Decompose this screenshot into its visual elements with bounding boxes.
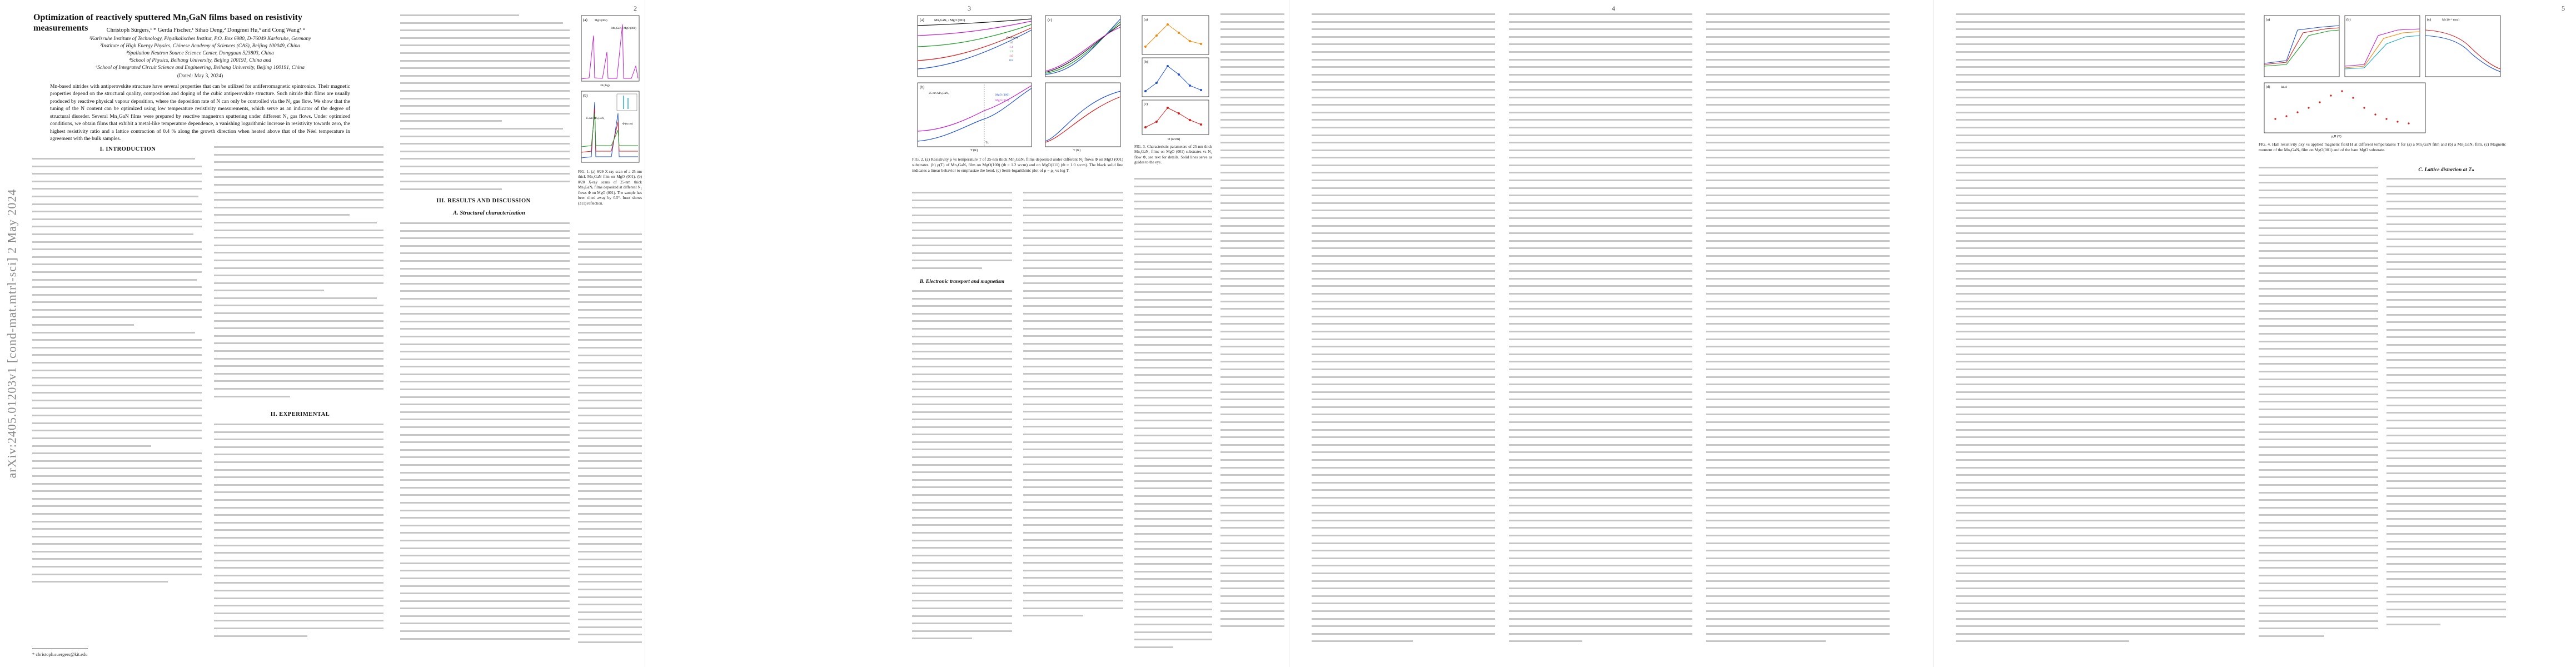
- fig4-c-label: M (10⁻⁴ emu): [2442, 18, 2459, 22]
- subsection-transport: B. Electronic transport and magnetism: [919, 279, 1005, 285]
- figure-3-canvas: (a) (b) (c) Φ (sccm): [1142, 15, 1209, 141]
- text-column-1c: [214, 424, 383, 643]
- fig2-legend-3: 1.2: [1009, 50, 1013, 53]
- affiliation-1: ¹Karlsruhe Institute of Technology, Phys…: [89, 36, 311, 42]
- figure-2-canvas: (a) Mn₃GaNₓ / MgO (001) Φ (sccm) 1.6 1.4…: [917, 15, 1032, 152]
- affiliation-5: ⁴School of Integrated Circuit Science an…: [95, 65, 305, 71]
- fig1-xlabel-a: 2θ (deg): [600, 84, 610, 87]
- fig1-flow-label: Φ (sccm): [622, 123, 633, 126]
- page-number-4: 4: [1612, 4, 1615, 12]
- text-column-2b: [400, 222, 570, 645]
- fig2-xlabel: T (K): [970, 148, 978, 152]
- dated-line: (Dated: May 3, 2024): [177, 73, 223, 79]
- fig2-legend-head: Φ (sccm): [1007, 36, 1018, 39]
- text-column-1a: [32, 158, 202, 589]
- fig2-sub-25nm: 25 nm Mn₃GaNₓ: [929, 92, 949, 95]
- figure-2-caption: FIG. 2. (a) Resistivity ρ vs temperature…: [912, 157, 1123, 173]
- fig1-panel-b: (b): [583, 93, 588, 98]
- page-3: 3 (a) Mn₃GaNₓ / MgO (001) Φ (sccm) 1.6 1…: [645, 0, 1289, 667]
- figure-1-xrd: (a) MgO (002) Mn₃GaN / MgO (001) 2θ (deg…: [578, 13, 642, 166]
- text-column-5b: [2386, 178, 2506, 631]
- fig2-sub-100: MgO (100): [995, 93, 1009, 97]
- fig4-panel-b: (b): [2346, 18, 2351, 22]
- figure-2c-canvas: (c) T (K): [1045, 15, 1121, 152]
- fig1-film-b: 25 nm Mn₃GaNₓ: [586, 117, 605, 120]
- fig2-panel-a: (a): [920, 18, 924, 22]
- fig1-peak-mgo: MgO (002): [595, 19, 607, 22]
- text-column-3a: [912, 192, 1012, 275]
- page-number-3: 3: [968, 4, 971, 12]
- text-column-2c: [578, 233, 642, 649]
- figure-3-parameters: (a) (b) (c) Φ (sccm): [1134, 13, 1212, 141]
- page-number-2: 2: [634, 4, 637, 12]
- fig2-legend-4: 1.0: [1009, 54, 1013, 58]
- page-1: arXiv:2405.01203v1 [cond-mat.mtrl-sci] 2…: [0, 0, 645, 667]
- author-list: Christoph Sürgers,¹ * Gerda Fischer,¹ Si…: [106, 27, 305, 33]
- text-column-3c: [1023, 192, 1123, 623]
- fig3-panel-b: (b): [1144, 60, 1148, 64]
- affiliation-4: ⁴School of Physics, Beihang University, …: [129, 58, 271, 63]
- fig2-sub-111: MgO (111): [995, 98, 1009, 102]
- fig2-panel-c: (c): [1048, 18, 1052, 22]
- fig1-panel-a: (a): [583, 18, 587, 22]
- text-column-4c: [1706, 13, 1890, 648]
- figure-4-caption: FIG. 4. Hall resistivity ρxy vs applied …: [2259, 142, 2506, 153]
- section-introduction: I. INTRODUCTION: [99, 146, 156, 152]
- text-column-5a: [2259, 167, 2378, 643]
- fig3-xlabel: Φ (sccm): [1168, 137, 1180, 141]
- fig4-d-label: Δd/d: [2281, 86, 2287, 89]
- text-column-5c: [1956, 13, 2245, 648]
- fig2-legend-2: 1.4: [1009, 46, 1013, 49]
- fig2-panel-b: (b): [920, 85, 925, 89]
- paper-title: Optimization of reactively sputtered Mn₃…: [33, 13, 302, 33]
- page-separator-3: [1933, 0, 1934, 667]
- page-number-5: 5: [2562, 4, 2565, 12]
- page-4: 4: [1289, 0, 1933, 667]
- fig2-legend-5: 0.8: [1009, 59, 1013, 62]
- section-results: III. RESULTS AND DISCUSSION: [436, 198, 531, 204]
- text-column-3d: [1134, 178, 1212, 654]
- text-column-4a: [1312, 13, 1495, 648]
- subsection-structural: A. Structural characterization: [453, 210, 525, 216]
- figure-1-canvas: (a) MgO (002) Mn₃GaN / MgO (001) 2θ (deg…: [581, 15, 640, 163]
- text-column-4b: [1509, 13, 1692, 648]
- text-column-1b: [214, 146, 383, 403]
- affiliation-3: ³Spallation Neutron Source Science Cente…: [126, 51, 274, 56]
- section-experimental: II. EXPERIMENTAL: [270, 411, 330, 417]
- fig2c-xlabel: T (K): [1073, 148, 1080, 152]
- figure-2-resistivity: (a) Mn₃GaNₓ / MgO (001) Φ (sccm) 1.6 1.4…: [912, 13, 1037, 152]
- page-5: 5 (a) (b) (c) M (10⁻⁴ emu) (d) Δd/d μ₀H: [1934, 0, 2576, 667]
- footnote-email: * christoph.suergers@kit.edu: [32, 651, 88, 657]
- fig1-film-a: Mn₃GaN / MgO (001): [611, 27, 636, 30]
- footnote-rule: [32, 648, 88, 649]
- fig2-title-a: Mn₃GaNₓ / MgO (001): [934, 18, 965, 22]
- fig3-panel-c: (c): [1144, 102, 1148, 106]
- arxiv-identifier: arXiv:2405.01203v1 [cond-mat.mtrl-sci] 2…: [4, 188, 19, 479]
- fig2-tn-label: Tₙ: [985, 141, 989, 145]
- fig3-panel-a: (a): [1144, 18, 1148, 22]
- text-column-3b: [912, 290, 1012, 645]
- figure-3-caption: FIG. 3. Characteristic parameters of 25-…: [1134, 145, 1212, 165]
- text-column-3e: [1220, 13, 1284, 633]
- fig4-panel-a: (a): [2266, 18, 2270, 22]
- text-column-2a: [400, 14, 570, 196]
- fig4-panel-c: (c): [2427, 18, 2431, 22]
- figure-1-caption: FIG. 1. (a) θ/2θ X-ray scan of a 25-nm t…: [578, 170, 642, 206]
- subsection-lattice: C. Lattice distortion at Tₙ: [2418, 167, 2474, 173]
- fig4-panel-d: (d): [2266, 85, 2270, 89]
- affiliation-2: ²Institute of High Energy Physics, Chine…: [100, 43, 300, 49]
- abstract: Mn-based nitrides with antiperovskite st…: [50, 84, 350, 142]
- figure-4-canvas: (a) (b) (c) M (10⁻⁴ emu) (d) Δd/d μ₀H (T…: [2264, 15, 2501, 138]
- fig2-legend-1: 1.6: [1009, 41, 1013, 44]
- figure-4-hall: (a) (b) (c) M (10⁻⁴ emu) (d) Δd/d μ₀H (T…: [2259, 13, 2506, 138]
- fig4-xlabel: μ₀H (T): [2331, 135, 2341, 138]
- figure-2-panel-c: (c) T (K): [1040, 13, 1123, 152]
